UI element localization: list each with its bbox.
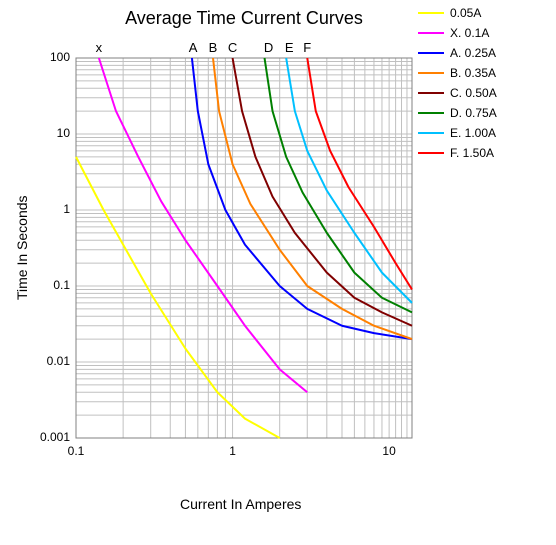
legend-swatch bbox=[418, 132, 444, 134]
legend-label: B. 0.35A bbox=[450, 66, 496, 80]
legend-item: C. 0.50A bbox=[418, 86, 497, 100]
legend-item: B. 0.35A bbox=[418, 66, 497, 80]
x-axis-label: Current In Amperes bbox=[180, 496, 301, 512]
legend-item: A. 0.25A bbox=[418, 46, 497, 60]
legend-label: C. 0.50A bbox=[450, 86, 497, 100]
legend-swatch bbox=[418, 52, 444, 54]
legend-label: E. 1.00A bbox=[450, 126, 496, 140]
legend-swatch bbox=[418, 12, 444, 14]
legend-item: 0.05A bbox=[418, 6, 497, 20]
x-tick-label: 10 bbox=[374, 444, 404, 458]
y-tick-label: 0.001 bbox=[28, 430, 70, 444]
curve-letter-label: C bbox=[225, 40, 241, 55]
chart-container: Average Time Current Curves Time In Seco… bbox=[0, 0, 556, 545]
plot-area bbox=[76, 58, 412, 438]
legend: 0.05A X. 0.1A A. 0.25A B. 0.35A C. 0.50A D. 0… bbox=[418, 6, 497, 166]
y-tick-label: 1 bbox=[28, 202, 70, 216]
x-tick-label: 0.1 bbox=[61, 444, 91, 458]
legend-item: E. 1.00A bbox=[418, 126, 497, 140]
legend-label: F. 1.50A bbox=[450, 146, 494, 160]
curve-letter-label: D bbox=[261, 40, 277, 55]
legend-swatch bbox=[418, 112, 444, 114]
legend-label: D. 0.75A bbox=[450, 106, 497, 120]
legend-swatch bbox=[418, 92, 444, 94]
legend-swatch bbox=[418, 152, 444, 154]
legend-label: 0.05A bbox=[450, 6, 481, 20]
curve-letter-label: x bbox=[91, 40, 107, 55]
legend-swatch bbox=[418, 72, 444, 74]
legend-label: A. 0.25A bbox=[450, 46, 496, 60]
y-tick-label: 0.1 bbox=[28, 278, 70, 292]
plot-svg bbox=[76, 58, 412, 438]
y-tick-label: 10 bbox=[28, 126, 70, 140]
legend-label: X. 0.1A bbox=[450, 26, 489, 40]
curve-letter-label: B bbox=[205, 40, 221, 55]
legend-item: D. 0.75A bbox=[418, 106, 497, 120]
legend-item: F. 1.50A bbox=[418, 146, 497, 160]
legend-swatch bbox=[418, 32, 444, 34]
chart-title: Average Time Current Curves bbox=[76, 8, 412, 29]
curve-letter-label: E bbox=[281, 40, 297, 55]
curve-letter-label: A bbox=[185, 40, 201, 55]
x-tick-label: 1 bbox=[218, 444, 248, 458]
y-tick-label: 0.01 bbox=[28, 354, 70, 368]
y-tick-label: 100 bbox=[28, 50, 70, 64]
legend-item: X. 0.1A bbox=[418, 26, 497, 40]
curve-letter-label: F bbox=[299, 40, 315, 55]
